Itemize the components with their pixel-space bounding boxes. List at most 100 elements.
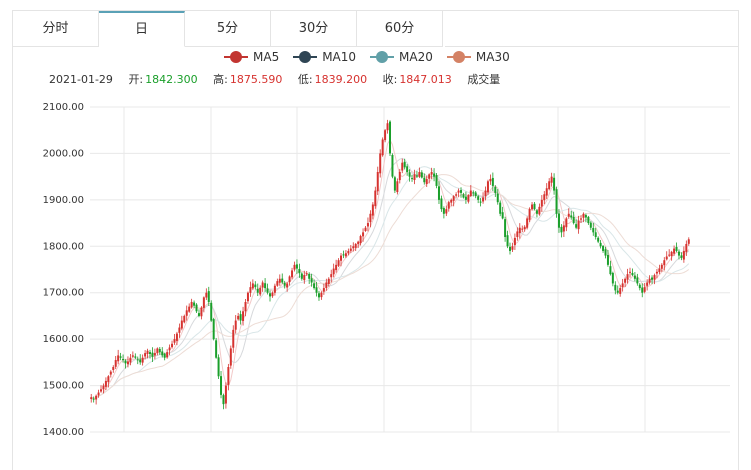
candle-body bbox=[437, 186, 440, 200]
candle-body bbox=[673, 248, 676, 254]
candle-body bbox=[489, 178, 492, 182]
candle-body bbox=[594, 232, 597, 237]
tab-daily[interactable]: 日 bbox=[99, 11, 185, 47]
candle-body bbox=[322, 288, 325, 292]
candle-body bbox=[117, 355, 120, 362]
candle-body bbox=[222, 395, 225, 405]
candle-body bbox=[104, 380, 107, 387]
candle-body bbox=[273, 285, 276, 293]
candle-body bbox=[589, 222, 592, 228]
candle-body bbox=[658, 268, 661, 273]
candle-body bbox=[518, 227, 521, 234]
candle-body bbox=[577, 220, 580, 230]
candle-body bbox=[406, 166, 409, 172]
candle-body bbox=[246, 292, 249, 302]
tab-30min[interactable]: 30分 bbox=[271, 11, 357, 47]
candle-body bbox=[462, 194, 465, 198]
candle-body bbox=[528, 209, 531, 220]
candle-body bbox=[606, 254, 609, 265]
candle-body bbox=[254, 284, 257, 288]
candle-body bbox=[178, 327, 181, 333]
legend-ma30-marker bbox=[446, 51, 471, 63]
candle-body bbox=[288, 276, 291, 283]
candle-body bbox=[183, 315, 186, 323]
legend-ma5[interactable]: MA5 bbox=[224, 50, 279, 64]
close-label: 收: bbox=[382, 73, 398, 86]
candle-body bbox=[337, 260, 340, 266]
candle-body bbox=[533, 203, 536, 210]
legend-ma30[interactable]: MA30 bbox=[446, 50, 510, 64]
candle-body bbox=[212, 319, 215, 340]
candle-body bbox=[384, 130, 387, 141]
candle-body bbox=[513, 237, 516, 246]
candle-body bbox=[122, 359, 125, 361]
candle-body bbox=[560, 226, 563, 233]
high-value: 1875.590 bbox=[229, 73, 283, 86]
candle-body bbox=[381, 139, 384, 156]
candle-body bbox=[359, 236, 362, 244]
tab-intraday[interactable]: 分时 bbox=[13, 11, 99, 47]
grid-lines bbox=[90, 106, 730, 433]
candle-body bbox=[295, 264, 298, 269]
candle-body bbox=[535, 210, 538, 214]
candle-body bbox=[276, 281, 279, 286]
candle-body bbox=[158, 348, 161, 353]
y-axis-ticks: 2100.00 2000.00 1900.00 1800.00 1700.00 1600.… bbox=[43, 102, 84, 438]
ma20-line bbox=[90, 166, 690, 399]
candle-body bbox=[504, 219, 507, 237]
candle-body bbox=[680, 255, 683, 258]
candle-body bbox=[112, 367, 115, 370]
candle-body bbox=[442, 208, 445, 214]
legend-ma10[interactable]: MA10 bbox=[293, 50, 356, 64]
candle-body bbox=[665, 256, 668, 260]
tab-60min[interactable]: 60分 bbox=[357, 11, 443, 47]
legend-ma20[interactable]: MA20 bbox=[370, 50, 433, 64]
candle-body bbox=[332, 268, 335, 275]
candle-body bbox=[188, 306, 191, 312]
candle-body bbox=[479, 201, 482, 203]
candle-body bbox=[146, 350, 149, 354]
candle-body bbox=[545, 188, 548, 196]
period-tabs: 分时 日 5分 30分 60分 bbox=[13, 11, 443, 47]
candle-body bbox=[668, 254, 671, 256]
candle-body bbox=[587, 216, 590, 224]
candle-body bbox=[411, 178, 414, 180]
candle-body bbox=[202, 297, 205, 308]
candle-body bbox=[548, 181, 551, 190]
candle-body bbox=[482, 197, 485, 202]
candle-body bbox=[163, 353, 166, 358]
candle-body bbox=[342, 254, 345, 256]
candle-body bbox=[220, 376, 223, 395]
candle-body bbox=[139, 359, 142, 363]
candle-body bbox=[469, 190, 472, 196]
volume-label[interactable]: 成交量 bbox=[467, 73, 501, 86]
candle-body bbox=[151, 352, 154, 357]
candle-body bbox=[460, 190, 463, 193]
candle-body bbox=[509, 246, 511, 251]
candle-body bbox=[420, 172, 423, 178]
candle-body bbox=[224, 385, 227, 404]
candle-body bbox=[207, 291, 210, 302]
candle-body bbox=[195, 304, 198, 312]
candle-body bbox=[303, 275, 306, 281]
candle-body bbox=[423, 177, 426, 183]
candle-body bbox=[114, 360, 117, 367]
candle-body bbox=[171, 343, 174, 348]
candle-body bbox=[291, 270, 294, 278]
candle-body bbox=[379, 153, 382, 174]
candle-body bbox=[389, 121, 391, 154]
ohlc-date: 2021-01-29 bbox=[49, 73, 113, 86]
legend-ma10-marker bbox=[293, 51, 318, 63]
tab-5min[interactable]: 5分 bbox=[185, 11, 271, 47]
candle-body bbox=[102, 385, 105, 390]
candle-body bbox=[474, 192, 477, 197]
candle-body bbox=[450, 199, 453, 203]
candle-body bbox=[619, 288, 622, 294]
candle-body bbox=[491, 177, 494, 186]
candle-body bbox=[335, 264, 338, 271]
candle-body bbox=[141, 357, 144, 363]
y-tick-label: 1600.00 bbox=[43, 334, 84, 345]
close-value: 1847.013 bbox=[399, 73, 452, 86]
candle-body bbox=[445, 209, 448, 214]
candle-body bbox=[210, 302, 213, 321]
